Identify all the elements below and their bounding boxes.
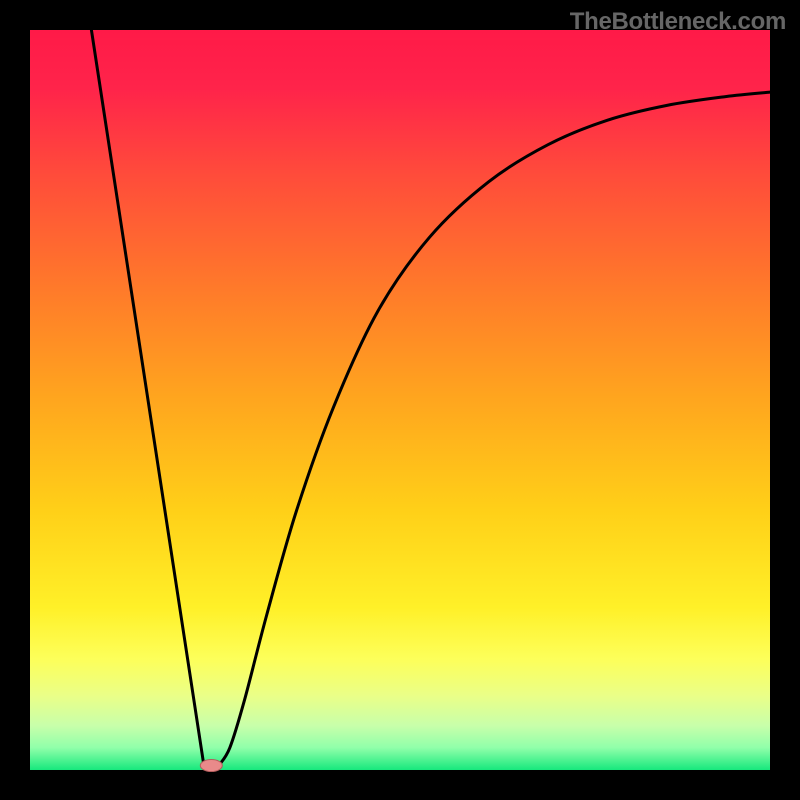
bottleneck-chart <box>0 0 800 800</box>
watermark-text: TheBottleneck.com <box>570 8 786 36</box>
plot-gradient-background <box>30 30 770 770</box>
optimum-marker <box>200 760 222 772</box>
